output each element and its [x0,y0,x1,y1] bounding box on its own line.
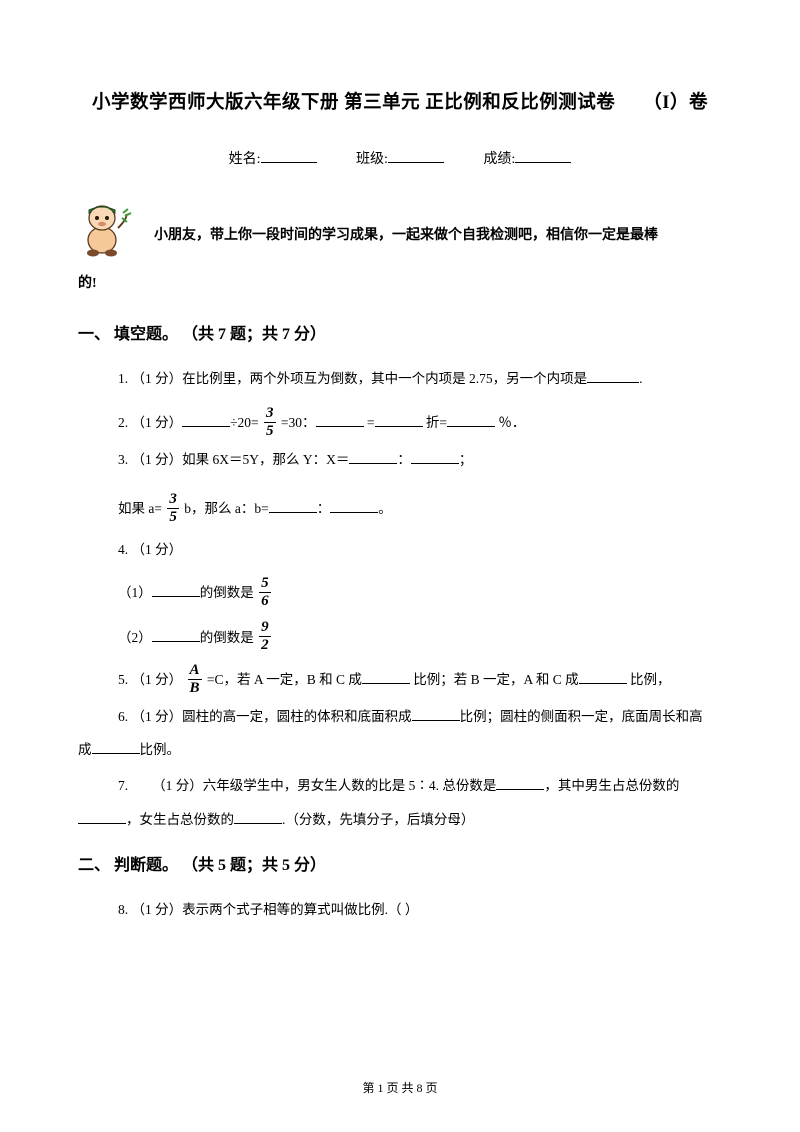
question-8: 8. （1 分）表示两个式子相等的算式叫做比例.（ ） [118,893,722,927]
fraction-3-5b: 35 [167,492,179,525]
section-1-heading: 一、 填空题。 （共 7 题；共 7 分） [78,320,722,344]
q2-blank-1[interactable] [182,415,230,427]
fraction-A-B: AB [188,663,202,696]
score-blank[interactable] [515,149,571,163]
fraction-5-6: 56 [259,576,271,609]
question-3a: 3. （1 分）如果 6X＝5Y，那么 Y：X＝：； [118,443,722,477]
q2-blank-3[interactable] [375,415,423,427]
q3b-blank-2[interactable] [330,501,378,513]
name-label: 姓名: [229,152,261,167]
question-1: 1. （1 分）在比例里，两个外项互为倒数，其中一个内项是 2.75，另一个内项… [118,362,722,396]
question-2: 2. （1 分）÷20= 35 =30： = 折= ％． [118,406,722,440]
name-blank[interactable] [261,149,317,163]
q6-blank-2[interactable] [92,742,140,754]
question-4: 4. （1 分） [118,533,722,567]
q4-1-blank[interactable] [152,585,200,597]
q2-blank-2[interactable] [316,415,364,427]
intro-row: 小朋友，带上你一段时间的学习成果，一起来做个自我检测吧，相信你一定是最棒 [78,196,722,258]
q1-blank[interactable] [587,371,639,383]
question-7: 7.（1 分）六年级学生中，男女生人数的比是 5∶4. 总份数是，其中男生占总份… [78,769,722,837]
question-6: 6. （1 分）圆柱的高一定，圆柱的体积和底面积成比例；圆柱的侧面积一定，底面周… [78,700,722,768]
class-blank[interactable] [388,149,444,163]
q3b-blank-1[interactable] [269,501,317,513]
score-label: 成绩: [483,152,515,167]
class-label: 班级: [356,152,388,167]
intro-text-2: 的! [78,266,722,302]
q7-blank-2[interactable] [78,812,126,824]
q7-blank-3[interactable] [234,812,282,824]
question-4-1: （1）的倒数是 56 [118,576,722,610]
page-title: 小学数学西师大版六年级下册 第三单元 正比例和反比例测试卷（I）卷 [78,88,722,114]
q5-blank-1[interactable] [362,672,410,684]
q7-blank-1[interactable] [496,778,544,790]
mascot-icon [78,196,134,258]
fraction-9-2: 92 [259,620,271,653]
q5-blank-2[interactable] [579,672,627,684]
q4-2-blank[interactable] [152,630,200,642]
q6-blank-1[interactable] [412,709,460,721]
question-4-2: （2）的倒数是 92 [118,621,722,655]
q3a-blank-1[interactable] [349,452,397,464]
question-3b: 如果 a= 35 b，那么 a：b=：。 [78,492,722,526]
section-2-heading: 二、 判断题。 （共 5 题；共 5 分） [78,851,722,875]
intro-text-1: 小朋友，带上你一段时间的学习成果，一起来做个自我检测吧，相信你一定是最棒 [154,218,658,258]
fraction-3-5: 35 [264,406,276,439]
q3a-blank-2[interactable] [411,452,459,464]
question-5: 5. （1 分） AB =C，若 A 一定，B 和 C 成 比例；若 B 一定，… [118,663,722,697]
student-info-line: 姓名: 班级: 成绩: [78,148,722,168]
page-footer: 第 1 页 共 8 页 [0,1079,800,1096]
q2-blank-4[interactable] [447,415,495,427]
